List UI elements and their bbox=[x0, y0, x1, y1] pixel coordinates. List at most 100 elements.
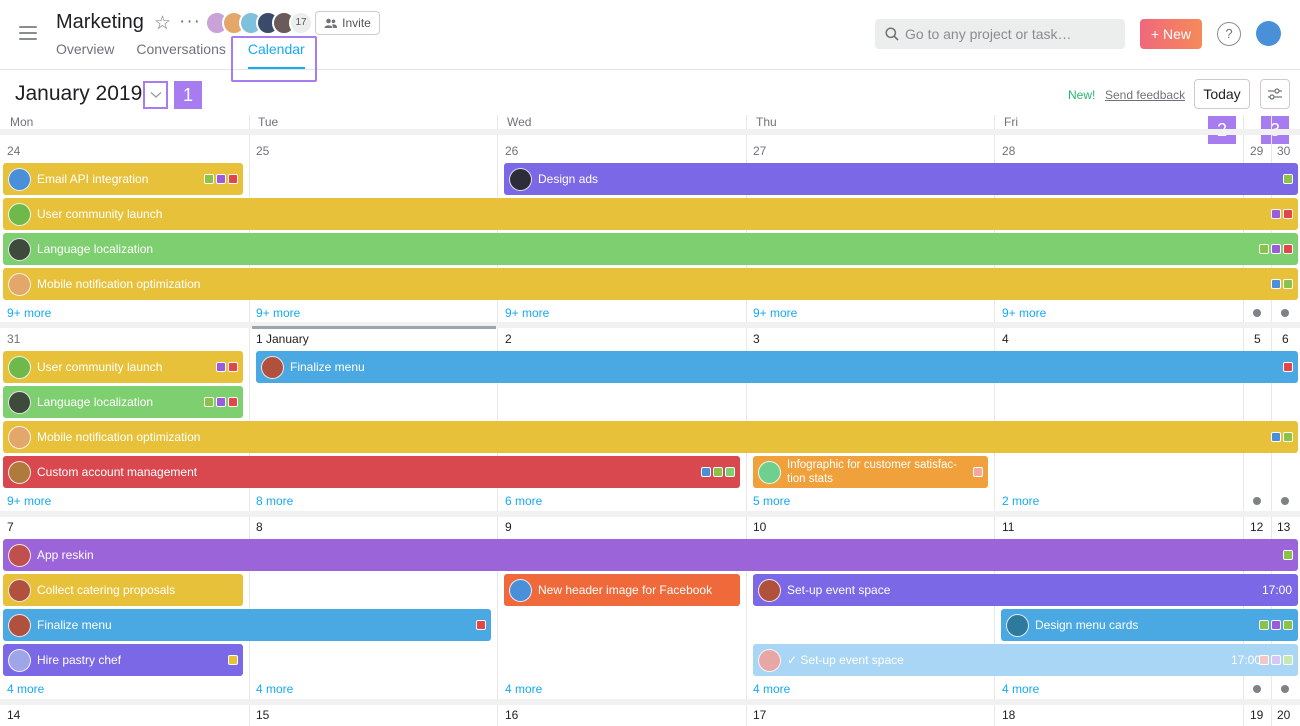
hamburger-menu-icon[interactable] bbox=[19, 26, 37, 40]
event-finalize-menu[interactable]: Finalize menu bbox=[3, 609, 491, 641]
more-dot[interactable] bbox=[1253, 685, 1261, 693]
event-app-reskin[interactable]: App reskin bbox=[3, 539, 1298, 571]
day-number[interactable]: 17 bbox=[753, 708, 767, 722]
today-button[interactable]: Today bbox=[1194, 79, 1250, 109]
assignee-avatar bbox=[8, 390, 31, 414]
day-number[interactable]: 7 bbox=[7, 520, 14, 534]
more-link[interactable]: 9+ more bbox=[256, 306, 301, 320]
day-number[interactable]: 2 bbox=[505, 332, 512, 346]
day-number[interactable]: 27 bbox=[753, 144, 767, 158]
more-dot[interactable] bbox=[1281, 309, 1289, 317]
event-hire-pastry-chef[interactable]: Hire pastry chef bbox=[3, 644, 243, 676]
day-number[interactable]: 24 bbox=[7, 144, 21, 158]
day-number[interactable]: 5 bbox=[1254, 332, 1261, 346]
more-link[interactable]: 4 more bbox=[753, 682, 791, 696]
tag-chip bbox=[1271, 655, 1281, 665]
event-email-api-integration[interactable]: Email API integration bbox=[3, 163, 243, 195]
day-number[interactable]: 16 bbox=[505, 708, 519, 722]
more-link[interactable]: 6 more bbox=[505, 494, 543, 508]
favorite-star-icon[interactable]: ☆ bbox=[154, 13, 172, 34]
month-title: January 2019 bbox=[15, 82, 143, 105]
column-divider bbox=[994, 115, 995, 726]
event-design-menu-cards[interactable]: Design menu cards bbox=[1001, 609, 1298, 641]
send-feedback-link[interactable]: Send feedback bbox=[1105, 88, 1186, 102]
today-indicator bbox=[252, 326, 496, 329]
day-number[interactable]: 14 bbox=[7, 708, 21, 722]
event-title: Finalize menu bbox=[37, 618, 112, 632]
more-link[interactable]: 4 more bbox=[505, 682, 543, 696]
search-bar[interactable] bbox=[875, 19, 1125, 49]
event-infographic-customer-satisfaction[interactable]: Infographic for customer satisfac-tion s… bbox=[753, 456, 988, 488]
tag-chip bbox=[1283, 244, 1293, 254]
more-link[interactable]: 9+ more bbox=[7, 494, 52, 508]
day-number[interactable]: 20 bbox=[1277, 708, 1291, 722]
more-link[interactable]: 4 more bbox=[1002, 682, 1040, 696]
event-collect-catering-proposals[interactable]: Collect catering proposals bbox=[3, 574, 243, 606]
day-number[interactable]: 15 bbox=[256, 708, 270, 722]
event-mobile-notification-optimization[interactable]: Mobile notification optimization bbox=[3, 268, 1298, 300]
more-link[interactable]: 5 more bbox=[753, 494, 791, 508]
event-title: User community launch bbox=[37, 207, 163, 221]
more-dot[interactable] bbox=[1281, 497, 1289, 505]
day-number[interactable]: 29 bbox=[1250, 144, 1264, 158]
day-number[interactable]: 11 bbox=[1002, 520, 1015, 534]
tag-chip bbox=[1271, 279, 1281, 289]
day-number[interactable]: 12 bbox=[1250, 520, 1264, 534]
day-number[interactable]: 3 bbox=[753, 332, 760, 346]
help-icon[interactable]: ? bbox=[1217, 22, 1241, 46]
day-number[interactable]: 25 bbox=[256, 144, 270, 158]
day-number[interactable]: 6 bbox=[1282, 332, 1289, 346]
user-avatar[interactable] bbox=[1256, 21, 1281, 46]
event-title: Mobile notification optimization bbox=[37, 430, 201, 444]
member-count-badge: 17 bbox=[289, 11, 313, 35]
day-number[interactable]: 26 bbox=[505, 144, 519, 158]
event-custom-account-management[interactable]: Custom account management bbox=[3, 456, 740, 488]
event-title: Design menu cards bbox=[1035, 618, 1139, 632]
event-set-up-event-space-completed[interactable]: ✓ Set-up event space 17:00 bbox=[753, 644, 1298, 676]
event-user-community-launch[interactable]: User community launch bbox=[3, 351, 243, 383]
event-mobile-notification-optimization[interactable]: Mobile notification optimization bbox=[3, 421, 1298, 453]
more-options-icon[interactable]: ··· bbox=[179, 11, 201, 32]
event-design-ads[interactable]: Design ads bbox=[504, 163, 1298, 195]
month-dropdown[interactable] bbox=[143, 81, 168, 109]
more-dot[interactable] bbox=[1253, 497, 1261, 505]
more-link[interactable]: 9+ more bbox=[753, 306, 798, 320]
tag-chip bbox=[228, 397, 238, 407]
tab-conversations[interactable]: Conversations bbox=[136, 41, 226, 57]
day-number[interactable]: 8 bbox=[256, 520, 263, 534]
more-dot[interactable] bbox=[1253, 309, 1261, 317]
event-set-up-event-space[interactable]: Set-up event space 17:00 bbox=[753, 574, 1298, 606]
event-language-localization[interactable]: Language localization bbox=[3, 233, 1298, 265]
more-link[interactable]: 4 more bbox=[256, 682, 294, 696]
search-input[interactable] bbox=[905, 26, 1115, 42]
more-link[interactable]: 2 more bbox=[1002, 494, 1040, 508]
more-link[interactable]: 9+ more bbox=[1002, 306, 1047, 320]
tab-calendar[interactable]: Calendar bbox=[247, 41, 305, 69]
filter-settings-icon bbox=[1268, 88, 1282, 100]
day-number[interactable]: 28 bbox=[1002, 144, 1016, 158]
new-button[interactable]: + New bbox=[1140, 19, 1202, 49]
more-link[interactable]: 8 more bbox=[256, 494, 294, 508]
more-link[interactable]: 4 more bbox=[7, 682, 45, 696]
event-language-localization[interactable]: Language localization bbox=[3, 386, 243, 418]
day-number[interactable]: 4 bbox=[1002, 332, 1009, 346]
day-number[interactable]: 10 bbox=[753, 520, 767, 534]
tag-chip bbox=[228, 174, 238, 184]
day-number[interactable]: 31 bbox=[7, 332, 21, 346]
day-number[interactable]: 18 bbox=[1002, 708, 1016, 722]
day-number-today[interactable]: 1 January bbox=[256, 332, 309, 346]
day-number[interactable]: 9 bbox=[505, 520, 512, 534]
more-link[interactable]: 9+ more bbox=[7, 306, 52, 320]
event-user-community-launch[interactable]: User community launch bbox=[3, 198, 1298, 230]
event-new-header-image-facebook[interactable]: New header image for Facebook bbox=[504, 574, 740, 606]
more-link[interactable]: 9+ more bbox=[505, 306, 550, 320]
day-number[interactable]: 19 bbox=[1250, 708, 1264, 722]
day-number[interactable]: 30 bbox=[1277, 144, 1291, 158]
tab-overview[interactable]: Overview bbox=[56, 41, 115, 57]
event-finalize-menu[interactable]: Finalize menu bbox=[256, 351, 1298, 383]
day-number[interactable]: 13 bbox=[1277, 520, 1291, 534]
filter-button[interactable] bbox=[1260, 79, 1290, 109]
invite-button[interactable]: Invite bbox=[315, 11, 380, 35]
event-title: New header image for Facebook bbox=[538, 583, 713, 597]
more-dot[interactable] bbox=[1281, 685, 1289, 693]
